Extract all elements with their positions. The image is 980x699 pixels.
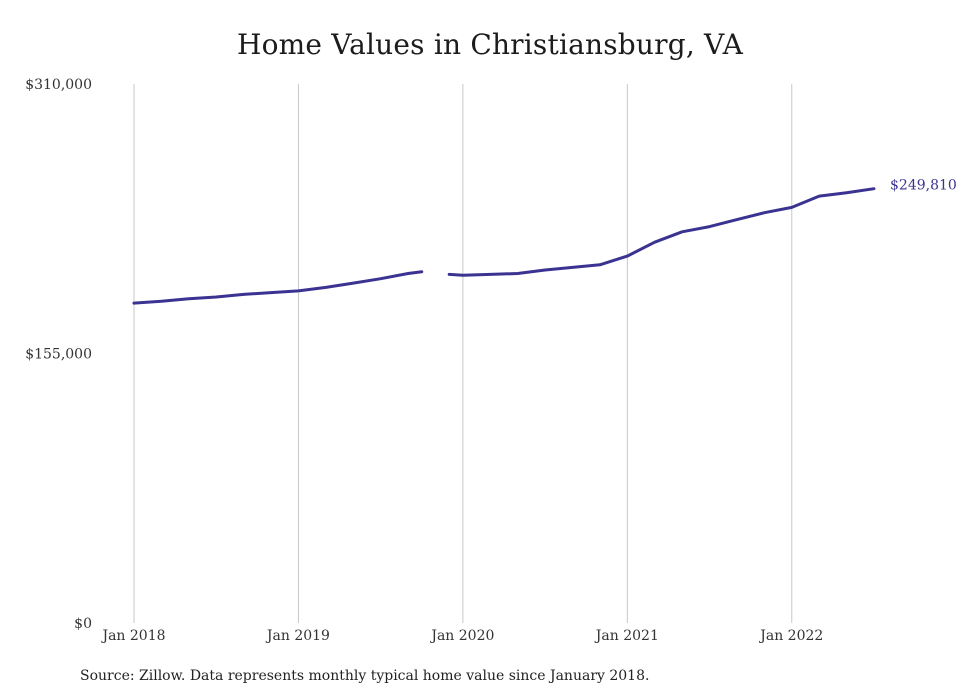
x-tick-label: Jan 2022 <box>758 628 823 644</box>
y-tick-label: $155,000 <box>25 347 92 363</box>
y-tick-label: $0 <box>74 616 92 632</box>
series-lines <box>132 187 876 305</box>
x-tick-label: Jan 2019 <box>265 628 330 644</box>
chart-title: Home Values in Christiansburg, VA <box>236 28 744 61</box>
gridlines <box>133 84 793 623</box>
y-tick-label: $310,000 <box>25 77 92 93</box>
y-axis-ticks: $0 $155,000 $310,000 <box>25 77 92 632</box>
x-tick-label: Jan 2020 <box>429 628 494 644</box>
x-axis-ticks: Jan 2018 Jan 2019 Jan 2020 Jan 2021 Jan 2022 <box>100 628 823 644</box>
end-value-label: $249,810 <box>890 178 957 194</box>
x-tick-label: Jan 2018 <box>100 628 165 644</box>
series-line-segment <box>447 187 876 277</box>
source-note: Source: Zillow. Data represents monthly … <box>80 668 650 684</box>
data-labels: $249,810 <box>890 178 957 194</box>
x-tick-label: Jan 2021 <box>594 628 659 644</box>
series-line-segment <box>132 270 424 305</box>
